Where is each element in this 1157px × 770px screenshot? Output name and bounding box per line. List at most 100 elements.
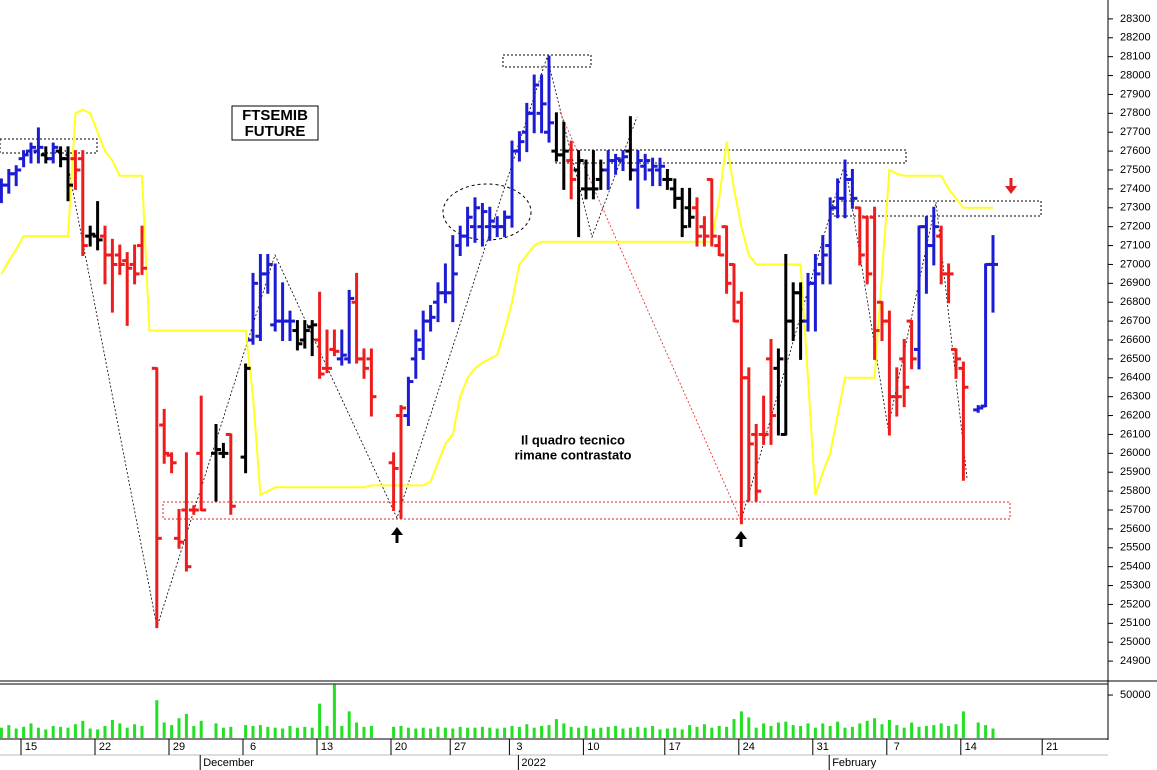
volume-bar	[732, 719, 736, 738]
comment-line: Il quadro tecnico	[521, 432, 625, 447]
y-tick-label: 26600	[1120, 334, 1151, 346]
volume-bar	[221, 727, 225, 738]
volume-bar	[725, 726, 729, 738]
volume-bar	[688, 725, 692, 738]
volume-bar	[799, 725, 803, 738]
y-tick-label: 25900	[1120, 466, 1151, 478]
volume-bar	[939, 723, 943, 738]
volume-bar	[614, 725, 618, 738]
y-tick-label: 25700	[1120, 504, 1151, 516]
volume-bar	[739, 711, 743, 738]
resistance-box	[0, 138, 98, 154]
volume-bar	[562, 723, 566, 738]
volume-bar	[421, 727, 425, 738]
volume-bar	[125, 727, 129, 738]
comment-line: rimane contrastato	[514, 447, 631, 462]
title-line: FTSEMIB	[242, 107, 308, 124]
volume-bar	[214, 723, 218, 738]
volume-bar	[924, 725, 928, 738]
volume-bar	[836, 721, 840, 738]
volume-bar	[621, 728, 625, 738]
volume-bar	[480, 726, 484, 738]
y-tick-label: 25800	[1120, 485, 1151, 497]
volume-bar	[140, 725, 144, 738]
volume-bar	[947, 725, 951, 738]
volume-bar	[458, 726, 462, 738]
volume-bar	[96, 729, 100, 738]
volume-bar	[288, 725, 292, 738]
volume-bar	[665, 728, 669, 738]
volume-bar	[451, 728, 455, 738]
volume-bar	[910, 722, 914, 738]
volume-bar	[747, 717, 751, 738]
x-tick-label: 17	[669, 741, 681, 753]
resistance-box	[555, 149, 907, 164]
volume-bar	[976, 722, 980, 738]
volume-bar	[88, 728, 92, 738]
y-tick-label: 26000	[1120, 447, 1151, 459]
volume-bar	[184, 713, 188, 738]
volume-bar	[710, 727, 714, 738]
volume-bar	[170, 725, 174, 738]
x-tick-label: 14	[965, 741, 977, 753]
volume-bar	[495, 728, 499, 738]
volume-bar	[303, 726, 307, 738]
y-tick-label: 27900	[1120, 88, 1151, 100]
x-tick-label: 21	[1046, 741, 1058, 753]
y-tick-label: 28000	[1120, 69, 1151, 81]
volume-bar	[66, 727, 70, 738]
volume-bar	[843, 727, 847, 738]
volume-bar	[991, 728, 995, 738]
down-arrow	[1005, 178, 1017, 194]
volume-bar	[392, 726, 396, 738]
volume-bar	[59, 726, 63, 738]
volume-bar	[895, 725, 899, 738]
volume-bar	[532, 727, 536, 738]
volume-bar	[828, 725, 832, 738]
y-tick-label: 26700	[1120, 315, 1151, 327]
y-tick-label: 27200	[1120, 221, 1151, 233]
zigzag	[559, 111, 742, 522]
title-line: FUTURE	[245, 123, 306, 140]
volume-bar	[488, 727, 492, 738]
volume-bar	[821, 723, 825, 738]
y-tick-label: 25600	[1120, 523, 1151, 535]
overlay-line	[0, 108, 993, 497]
volume-bar	[325, 725, 329, 738]
title-box	[231, 105, 319, 141]
volume-bar	[369, 725, 373, 738]
month-label: December	[203, 757, 254, 769]
volume-bar	[251, 725, 255, 738]
volume-bar	[133, 724, 137, 738]
volume-bar	[880, 724, 884, 738]
volume-bar	[22, 726, 26, 738]
volume-bar	[473, 727, 477, 738]
y-tick-label: 28100	[1120, 51, 1151, 63]
volume-bar	[954, 724, 958, 738]
resistance-box	[502, 54, 592, 68]
volume-bar	[362, 726, 366, 738]
volume-bar	[569, 726, 573, 738]
volume-bar	[44, 729, 48, 738]
volume-bar	[651, 725, 655, 738]
volume-bar	[7, 725, 11, 738]
x-tick-label: 3	[516, 741, 522, 753]
y-tick-label: 26200	[1120, 409, 1151, 421]
volume-bar	[162, 722, 166, 738]
volume-bar	[517, 726, 521, 738]
y-tick-label: 25100	[1120, 617, 1151, 629]
y-tick-label: 27700	[1120, 126, 1151, 138]
volume-bar	[177, 718, 181, 738]
volume-bar	[591, 728, 595, 738]
volume-bar	[36, 727, 40, 738]
volume-bar	[429, 728, 433, 738]
volume-bar	[258, 725, 262, 738]
x-tick-label: 13	[321, 741, 333, 753]
volume-tick-label: 50000	[1120, 689, 1151, 701]
text-layer: FTSEMIB FUTURE Il quadro tecnico rimane …	[231, 105, 632, 462]
y-tick-label: 28200	[1120, 32, 1151, 44]
y-tick-label: 27400	[1120, 183, 1151, 195]
volume-bar	[547, 725, 551, 738]
x-tick-label: 10	[587, 741, 599, 753]
